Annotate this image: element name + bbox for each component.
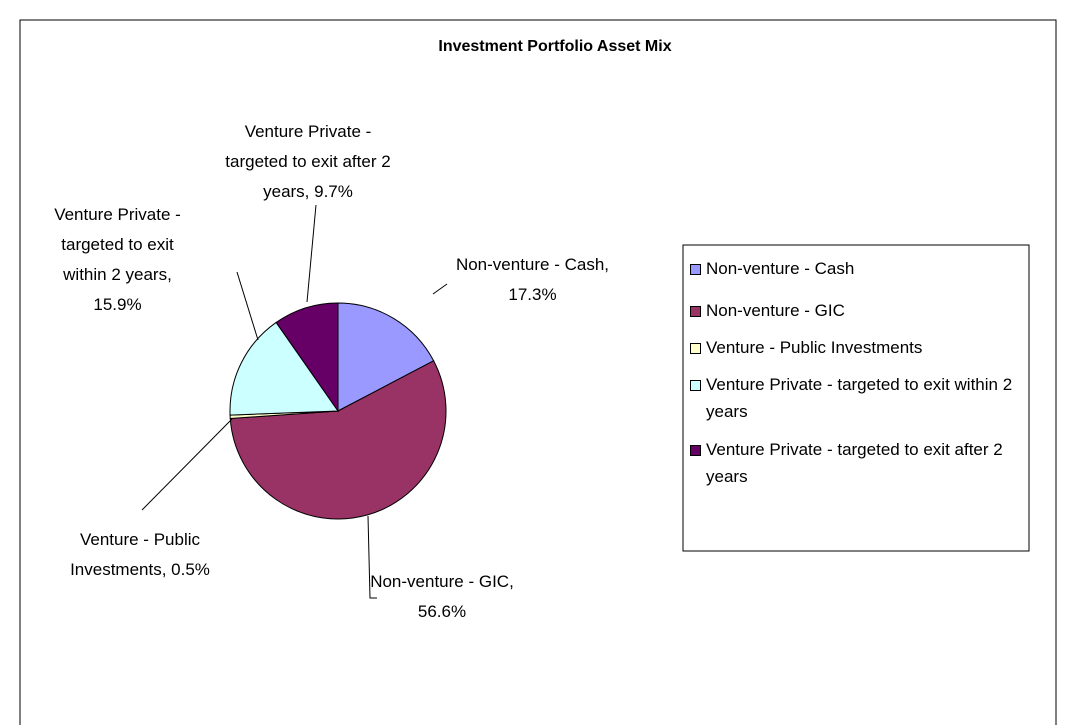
pie-slice [229, 360, 447, 520]
leader-line [367, 515, 377, 599]
legend-swatch [690, 306, 701, 317]
data-label: Venture - Public Investments, 0.5% [70, 530, 210, 579]
leader-line [306, 204, 317, 303]
legend-label: Venture Private - targeted to exit withi… [706, 375, 1013, 421]
legend-label: Non-venture - Cash [706, 259, 855, 278]
pie [229, 302, 447, 520]
legend-label: Non-venture - GIC [706, 301, 845, 320]
data-label: Venture Private - targeted to exit after… [225, 122, 391, 201]
data-label: Venture Private - targeted to exit withi… [54, 205, 181, 314]
pie-slice [229, 321, 339, 416]
leader-line [236, 271, 259, 341]
legend-label: Venture - Public Investments [706, 338, 923, 357]
legend-label: Venture Private - targeted to exit after… [706, 440, 1003, 486]
pie-slice [337, 302, 435, 412]
legend-box [682, 244, 1030, 552]
data-label: Non-venture - Cash, 17.3% [455, 255, 610, 304]
pie-slice [275, 302, 339, 413]
legend-swatch [690, 264, 701, 275]
legend-swatch [690, 380, 701, 391]
leader-lines [141, 204, 448, 599]
legend-swatch [690, 343, 701, 354]
data-label: Non-venture - GIC, 56.6% [370, 572, 514, 621]
legend-swatch [690, 445, 701, 456]
leader-line [141, 418, 233, 511]
chart-title: Investment Portfolio Asset Mix [438, 38, 671, 55]
leader-line [432, 283, 448, 295]
